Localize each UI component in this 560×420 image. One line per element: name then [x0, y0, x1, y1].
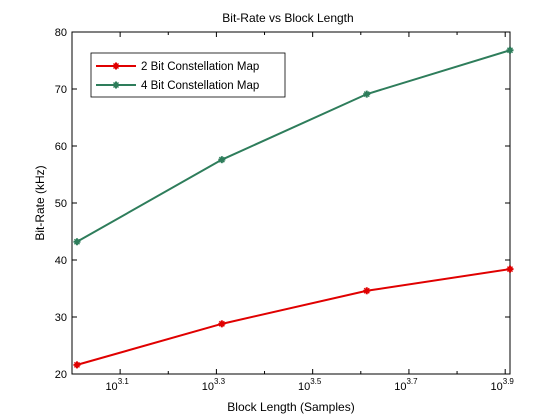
chart-title: Bit-Rate vs Block Length — [222, 11, 353, 25]
x-tick-exponent: 3.5 — [310, 377, 322, 386]
data-point-marker — [218, 156, 226, 164]
x-tick-exponent: 3.1 — [118, 377, 130, 386]
legend-label: 2 Bit Constellation Map — [141, 61, 259, 73]
y-tick-label: 60 — [55, 141, 67, 153]
y-tick-label: 30 — [55, 312, 67, 324]
data-point-marker — [506, 46, 514, 54]
data-point-marker — [112, 62, 120, 70]
y-axis-label: Bit-Rate (kHz) — [33, 165, 47, 240]
series-line — [76, 268, 511, 366]
series-layer — [73, 46, 514, 369]
x-axis: 103.1 103.3 103.5 103.7 103.9 — [105, 32, 514, 393]
x-tick-label: 103.9 — [491, 377, 515, 393]
y-tick-label: 20 — [55, 369, 67, 381]
legend-entry: 2 Bit Constellation Map — [96, 61, 259, 73]
data-point-marker — [112, 81, 120, 89]
x-tick-exponent: 3.7 — [406, 377, 418, 386]
y-tick-label: 40 — [55, 255, 67, 267]
series-line — [76, 49, 511, 243]
x-tick-label: 103.3 — [202, 377, 226, 393]
x-tick-label: 103.5 — [298, 377, 322, 393]
y-tick-label: 50 — [55, 198, 67, 210]
data-point-marker — [363, 90, 371, 98]
data-point-marker — [506, 265, 514, 273]
x-tick-base: 10 — [298, 381, 310, 393]
y-tick-label: 80 — [55, 27, 67, 39]
x-tick-label: 103.7 — [394, 377, 418, 393]
legend-entry: 4 Bit Constellation Map — [96, 80, 259, 92]
series-1 — [73, 265, 514, 369]
x-tick-exponent: 3.3 — [214, 377, 226, 386]
x-tick-base: 10 — [105, 381, 117, 393]
data-point-marker — [73, 361, 81, 369]
data-point-marker — [73, 238, 81, 246]
legend-box — [90, 52, 286, 98]
x-tick-base: 10 — [202, 381, 214, 393]
series-2 — [73, 46, 514, 246]
data-point-marker — [218, 320, 226, 328]
legend: 2 Bit Constellation Map 4 Bit Constellati… — [90, 52, 286, 98]
x-tick-base: 10 — [491, 381, 503, 393]
x-axis-label: Block Length (Samples) — [227, 400, 354, 414]
legend-label: 4 Bit Constellation Map — [141, 80, 259, 92]
y-axis: 20 30 40 50 60 70 80 — [55, 27, 510, 381]
x-tick-label: 103.1 — [105, 377, 129, 393]
data-point-marker — [363, 287, 371, 295]
x-tick-base: 10 — [394, 381, 406, 393]
y-tick-label: 70 — [55, 84, 67, 96]
x-tick-exponent: 3.9 — [503, 377, 515, 386]
